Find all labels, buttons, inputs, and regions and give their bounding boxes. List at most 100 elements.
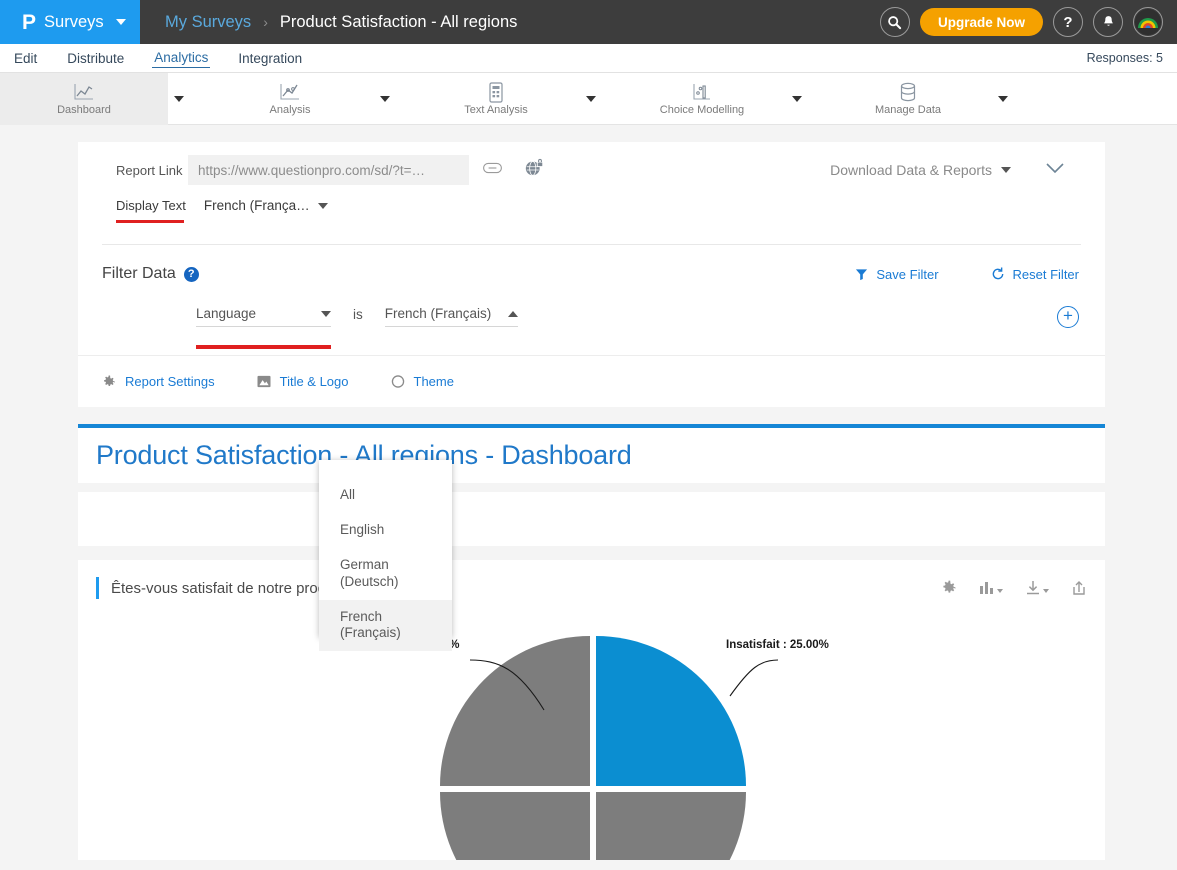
download-data-reports[interactable]: Download Data & Reports [830, 161, 1081, 179]
chart-share-button[interactable] [1071, 580, 1087, 596]
top-bar-actions: Upgrade Now ? [879, 0, 1177, 44]
chart-settings-button[interactable] [941, 580, 957, 596]
module-dashboard-label: Dashboard [57, 104, 111, 116]
subnav-item-analytics[interactable]: Analytics [152, 48, 211, 68]
report-settings-card: Report Link https://www.questionpro.com/… [78, 142, 1105, 407]
filter-field-select[interactable]: Language [196, 306, 331, 349]
chevron-down-icon [997, 589, 1003, 593]
chart-header: Êtes-vous satisfait de notre produit? [78, 560, 1105, 616]
pie-slice-tres-satisfait [440, 636, 590, 786]
module-choice-modelling-label: Choice Modelling [659, 104, 745, 116]
collapse-panel-button[interactable] [1045, 161, 1065, 179]
dashboard-title-card: Product Satisfaction - All regions - Das… [78, 424, 1105, 483]
module-choice-modelling[interactable]: Choice Modelling [618, 73, 824, 124]
report-settings-row: Report Settings Title & Logo Theme [78, 355, 1105, 407]
funnel-icon [856, 268, 868, 280]
bar-chart-icon [691, 81, 713, 103]
pie-slice-insatisfait [596, 636, 746, 786]
image-icon [257, 375, 271, 388]
chevron-down-icon[interactable] [792, 95, 802, 102]
pie-leader-line-right [729, 659, 779, 697]
save-filter-button[interactable]: Save Filter [855, 266, 939, 282]
report-link-input[interactable]: https://www.questionpro.com/sd/?t=… [188, 155, 469, 185]
subnav-item-integration[interactable]: Integration [238, 50, 303, 66]
chart-type-button[interactable] [979, 580, 1003, 596]
module-analysis[interactable]: Analysis [206, 73, 412, 124]
download-icon [1027, 581, 1039, 595]
chevron-down-icon [317, 202, 328, 209]
module-bar: Dashboard Analysis Text Analysis Choice … [0, 72, 1177, 125]
help-button[interactable]: ? [1053, 7, 1083, 37]
theme-label: Theme [413, 374, 454, 389]
subnav-item-edit[interactable]: Edit [14, 50, 38, 66]
filter-condition-row: Language is French (Français) + [78, 283, 1105, 355]
filter-value-value: French (Français) [384, 306, 492, 321]
filter-operator: is [353, 307, 363, 322]
report-link-label: Report Link [116, 162, 183, 178]
chart-download-button[interactable] [1025, 580, 1049, 596]
module-manage-data[interactable]: Manage Data [824, 73, 1030, 124]
chevron-down-icon [1001, 167, 1011, 173]
report-settings-button[interactable]: Report Settings [102, 374, 215, 389]
pie-chart-svg [440, 636, 779, 868]
title-and-logo-button[interactable]: Title & Logo [257, 374, 349, 389]
globe-lock-icon[interactable] [524, 158, 544, 183]
chevron-down-icon[interactable] [586, 95, 596, 102]
notifications-button[interactable] [1093, 7, 1123, 37]
theme-icon [391, 375, 405, 388]
breadcrumb: My Surveys › Product Satisfaction - All … [140, 0, 880, 44]
module-dashboard[interactable]: Dashboard [0, 72, 206, 125]
theme-button[interactable]: Theme [391, 374, 454, 389]
upgrade-now-button[interactable]: Upgrade Now [919, 8, 1043, 36]
reset-filter-label: Reset Filter [1012, 266, 1079, 282]
module-analysis-label: Analysis [269, 104, 311, 116]
page-body: Report Link https://www.questionpro.com/… [0, 125, 1177, 868]
language-dropdown-menu[interactable]: All English German (Deutsch) French (Fra… [319, 460, 452, 652]
display-text-language-value: French (França… [203, 198, 310, 213]
module-text-analysis[interactable]: Text Analysis [412, 73, 618, 124]
module-text-analysis-label: Text Analysis [464, 104, 528, 116]
add-filter-button[interactable]: + [1057, 306, 1079, 328]
chain-link-icon[interactable] [483, 161, 502, 179]
breadcrumb-my-surveys[interactable]: My Surveys [165, 12, 252, 31]
breadcrumb-current-survey: Product Satisfaction - All regions [279, 12, 518, 31]
title-and-logo-label: Title & Logo [279, 374, 349, 389]
display-text-tab[interactable]: Display Text [116, 198, 186, 223]
share-icon [1073, 581, 1085, 595]
search-button[interactable] [879, 7, 910, 37]
report-link-row: Report Link https://www.questionpro.com/… [102, 142, 1081, 198]
help-icon[interactable]: ? [183, 266, 199, 282]
filter-field-active-underline [196, 345, 331, 349]
filter-value-select[interactable]: French (Français) [384, 306, 518, 327]
language-option-english[interactable]: English [340, 521, 385, 537]
document-grid-icon [487, 81, 505, 103]
chart-toolbar [941, 580, 1087, 596]
language-option-all[interactable]: All [340, 487, 356, 502]
chevron-down-icon [321, 310, 331, 317]
chevron-down-icon[interactable] [998, 95, 1008, 102]
pie-label-insatisfait: Insatisfait : 25.00% [726, 639, 829, 651]
line-chart-icon [73, 81, 95, 103]
database-icon [898, 81, 918, 103]
display-text-language-select[interactable]: French (França… [204, 198, 328, 213]
bar-chart-icon [980, 582, 993, 594]
card-divider [102, 244, 1081, 245]
save-filter-label: Save Filter [876, 266, 939, 282]
reset-filter-button[interactable]: Reset Filter [991, 267, 1079, 282]
responses-count: Responses: 5 [1086, 51, 1163, 65]
chevron-down-icon[interactable] [174, 95, 184, 102]
language-option-french[interactable]: French (Français) [319, 599, 452, 652]
brand-surveys-menu[interactable]: P Surveys [0, 0, 140, 44]
question-accent-bar [96, 577, 99, 599]
chart-card: Êtes-vous satisfait de notre produit? [78, 560, 1105, 868]
scatter-chart-icon [279, 81, 301, 103]
avatar[interactable] [1133, 7, 1163, 37]
pie-slice-3 [596, 792, 746, 868]
display-text-row: Display Text French (França… [102, 198, 1081, 244]
avatar-image-icon [1135, 9, 1161, 35]
chevron-down-icon[interactable] [380, 95, 390, 102]
question-mark-icon: ? [1063, 13, 1073, 31]
language-option-german[interactable]: German (Deutsch) [340, 556, 399, 589]
dashboard-empty-card [78, 492, 1105, 546]
subnav-item-distribute[interactable]: Distribute [67, 50, 125, 66]
